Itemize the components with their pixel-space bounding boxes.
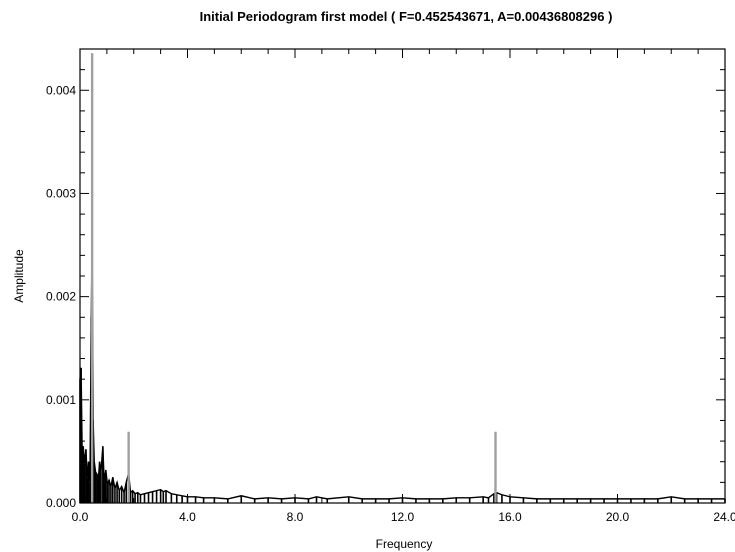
chart-title: Initial Periodogram first model ( F=0.45… — [200, 9, 613, 24]
x-tick-label: 8.0 — [287, 510, 304, 524]
y-tick-label: 0.003 — [46, 186, 76, 200]
y-tick-label: 0.004 — [46, 83, 76, 97]
x-tick-label: 12.0 — [391, 510, 415, 524]
spectrum-line — [79, 237, 725, 500]
x-tick-label: 20.0 — [606, 510, 630, 524]
y-tick-label: 0.002 — [46, 290, 76, 304]
x-tick-label: 24.0 — [713, 510, 735, 524]
plot-frame — [79, 48, 726, 504]
y-axis: 0.000 0.001 0.002 0.003 0.004 — [46, 48, 725, 510]
x-tick-label: 4.0 — [179, 510, 196, 524]
x-tick-label: 16.0 — [498, 510, 522, 524]
x-axis: 0.0 4.0 8.0 12.0 16.0 20.0 24.0 — [72, 49, 735, 524]
x-tick-label: 0.0 — [72, 510, 89, 524]
y-tick-label: 0.000 — [46, 496, 76, 510]
y-axis-label: Amplitude — [12, 249, 26, 303]
x-axis-label: Frequency — [376, 537, 433, 551]
series-layer — [79, 53, 726, 503]
y-tick-label: 0.001 — [46, 393, 76, 407]
